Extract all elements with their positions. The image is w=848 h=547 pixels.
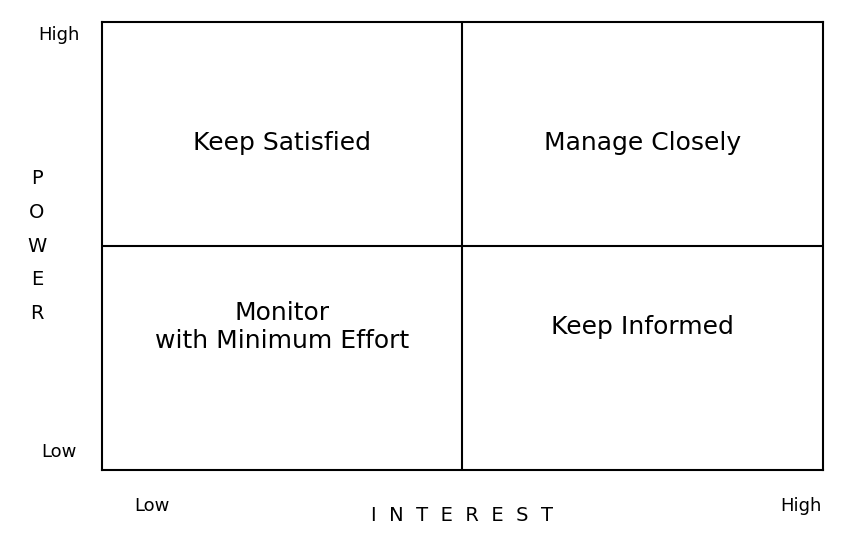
- Text: Keep Informed: Keep Informed: [551, 315, 734, 339]
- Text: E: E: [31, 270, 43, 289]
- Text: R: R: [31, 304, 43, 323]
- Text: High: High: [780, 497, 822, 515]
- Text: Low: Low: [135, 497, 170, 515]
- Text: High: High: [38, 26, 79, 44]
- Text: Low: Low: [41, 444, 76, 462]
- Text: Monitor
with Minimum Effort: Monitor with Minimum Effort: [155, 301, 409, 353]
- Text: I  N  T  E  R  E  S  T: I N T E R E S T: [371, 506, 553, 525]
- Text: W: W: [27, 237, 47, 255]
- Text: Manage Closely: Manage Closely: [544, 131, 741, 155]
- Text: P: P: [31, 170, 42, 188]
- Text: O: O: [29, 203, 45, 222]
- Text: Keep Satisfied: Keep Satisfied: [193, 131, 371, 155]
